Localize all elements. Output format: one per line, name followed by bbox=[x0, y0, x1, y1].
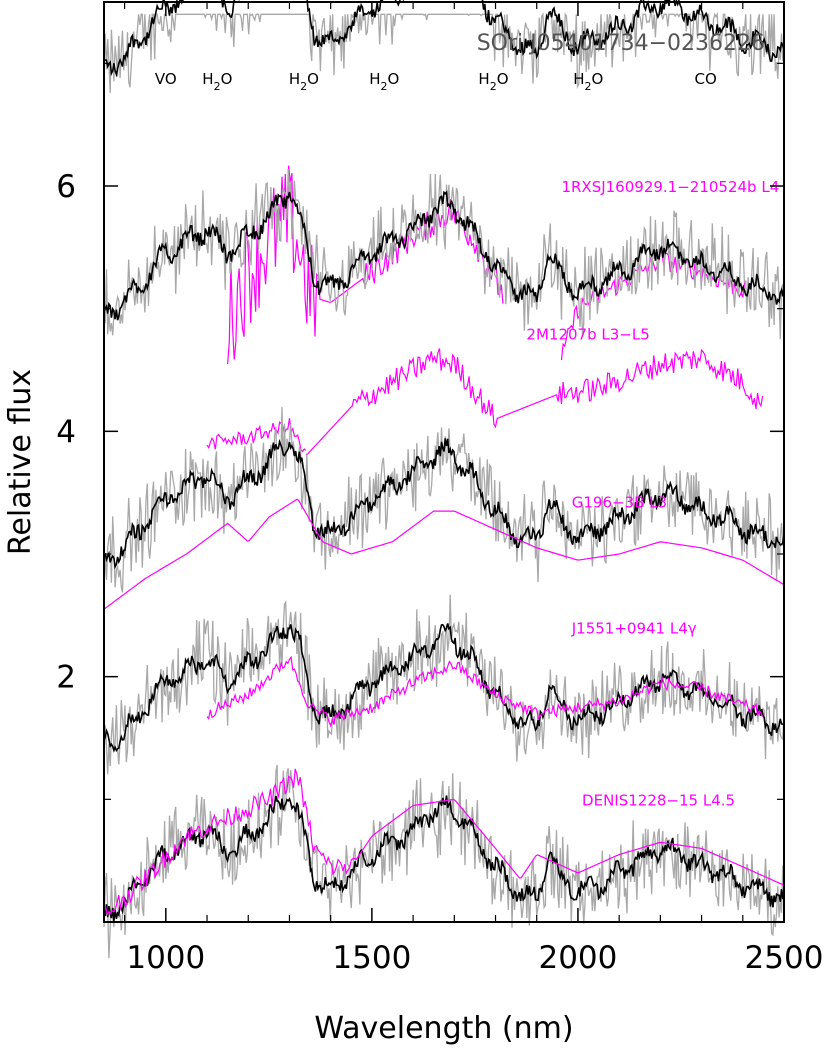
band-label: H2O bbox=[289, 70, 319, 93]
band-label: H2O bbox=[573, 70, 603, 93]
target-raw-line bbox=[103, 594, 785, 775]
series-label: 2M1207b L3−L5 bbox=[526, 325, 649, 343]
target-raw-line bbox=[103, 168, 785, 340]
x-tick-label: 2000 bbox=[538, 940, 617, 976]
template-line bbox=[206, 655, 764, 728]
series-label: 1RXSJ160929.1−210524b L4 bbox=[561, 178, 779, 196]
target-raw-line bbox=[103, 407, 785, 593]
spectrum-group: G196−3B L3 bbox=[103, 407, 785, 610]
series-label: G196−3B L3 bbox=[572, 493, 667, 511]
band-label: CO bbox=[695, 70, 717, 88]
spectrum-group: 2M1207b L3−L5 bbox=[103, 168, 785, 456]
band-labels: VO H2O H2O H2O H2O H2O CO bbox=[155, 70, 717, 93]
y-tick-label: 4 bbox=[56, 414, 76, 450]
plot-area: 1RXSJ160929.1−210524b L4 2M1207b L3−L5 G19… bbox=[103, 0, 785, 959]
band-label: VO bbox=[155, 70, 177, 88]
x-axis-label: Wavelength (nm) bbox=[314, 1011, 573, 1046]
template-line bbox=[103, 768, 784, 916]
target-smooth-line bbox=[103, 438, 785, 570]
x-tick-label: 1000 bbox=[126, 940, 205, 976]
plot-frame bbox=[103, 1, 785, 923]
series-label: DENIS1228−15 L4.5 bbox=[582, 791, 735, 809]
y-tick-label: 2 bbox=[56, 660, 76, 696]
y-tick-label: 6 bbox=[56, 169, 76, 205]
target-smooth-line bbox=[103, 623, 785, 753]
axis-ticks: 1000 1500 2000 2500 2 4 6 bbox=[56, 2, 823, 976]
template-line bbox=[206, 348, 764, 456]
spectrum-group: J1551+0941 L4γ bbox=[103, 594, 785, 775]
target-smooth-line bbox=[103, 190, 785, 321]
series-label: J1551+0941 L4γ bbox=[571, 620, 697, 638]
y-axis-label: Relative flux bbox=[3, 369, 38, 555]
band-label: H2O bbox=[369, 70, 399, 93]
band-label: H2O bbox=[202, 70, 232, 93]
band-label: H2O bbox=[478, 70, 508, 93]
x-tick-label: 2500 bbox=[745, 940, 824, 976]
spectrum-group: 1RXSJ160929.1−210524b L4 bbox=[103, 0, 785, 365]
chart-title: SOri J05401734−0236226 bbox=[477, 31, 765, 56]
template-line bbox=[103, 498, 784, 610]
spectrum-group: DENIS1228−15 L4.5 bbox=[103, 764, 785, 959]
target-raw-line bbox=[103, 11, 785, 94]
target-smooth-line bbox=[103, 795, 785, 922]
x-tick-label: 1500 bbox=[332, 940, 411, 976]
